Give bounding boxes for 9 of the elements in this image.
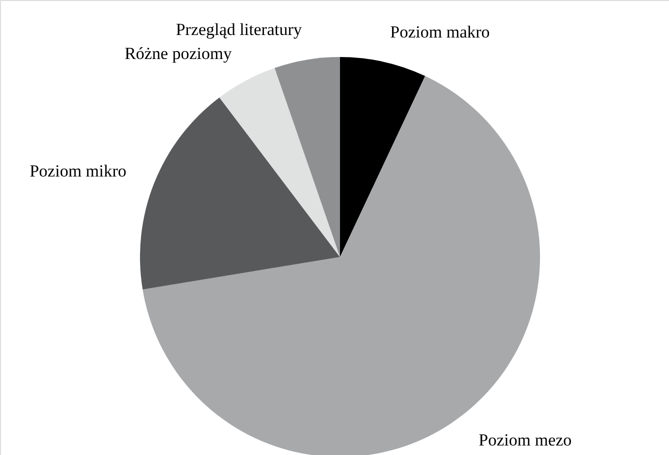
slice-label: Poziom mikro: [30, 162, 126, 181]
slice-label: Poziom makro: [390, 22, 490, 42]
pie-slice: [140, 97, 340, 290]
slice-label: Poziom mezo: [478, 430, 572, 450]
slice-label: Przegląd literatury: [176, 20, 302, 40]
pie-slice: [274, 57, 340, 257]
pie-slice: [219, 68, 340, 257]
pie-slice: [340, 57, 426, 257]
slice-label: Różne poziomy: [124, 44, 232, 64]
